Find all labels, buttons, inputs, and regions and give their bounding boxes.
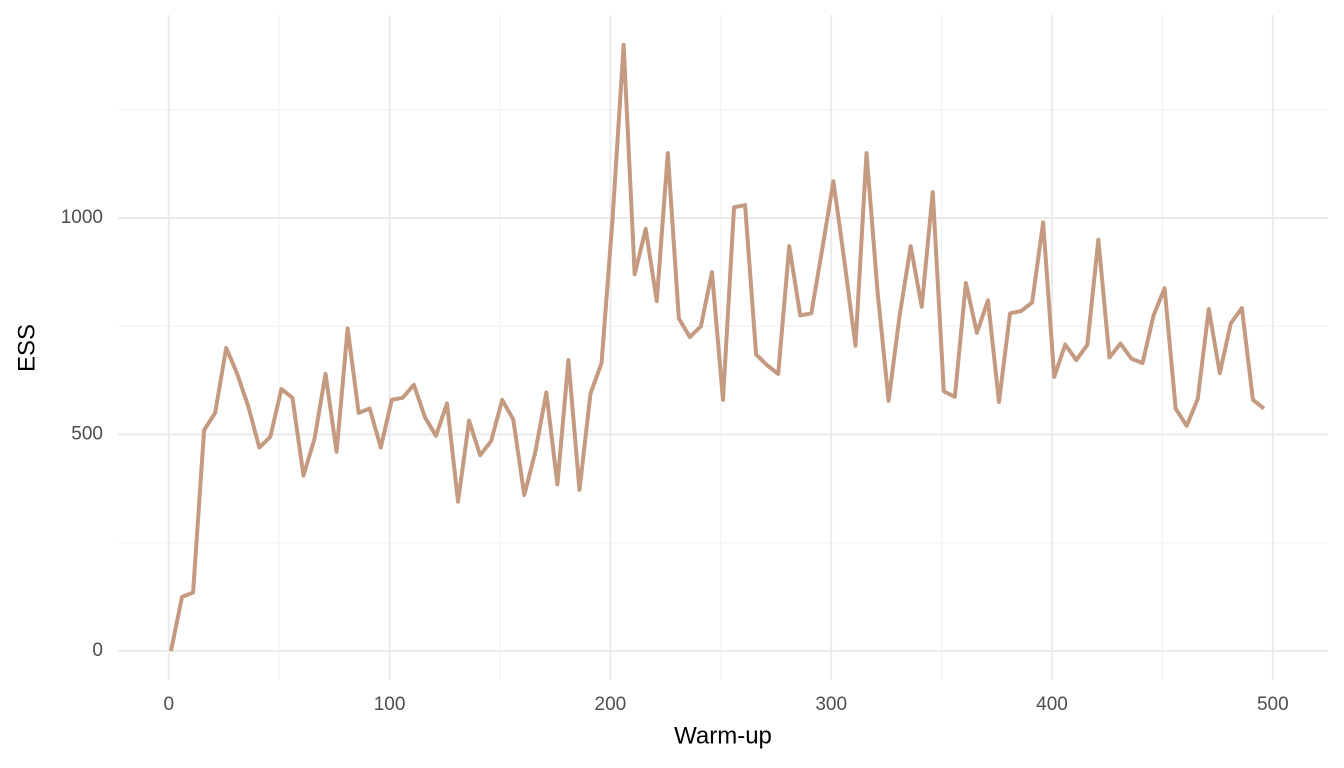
x-tick-label: 0 xyxy=(163,694,174,715)
x-tick-label: 200 xyxy=(595,694,627,715)
y-tick-label: 500 xyxy=(71,424,103,445)
y-axis-title: ESS xyxy=(13,324,40,372)
y-tick-label: 1000 xyxy=(61,207,103,228)
x-tick-label: 400 xyxy=(1036,694,1068,715)
line xyxy=(169,42,1266,652)
x-tick-label: 300 xyxy=(815,694,847,715)
x-axis-title: Warm-up xyxy=(674,722,772,749)
x-tick-label: 500 xyxy=(1257,694,1289,715)
y-tick-label: 0 xyxy=(92,640,103,661)
x-tick-label: 100 xyxy=(374,694,406,715)
